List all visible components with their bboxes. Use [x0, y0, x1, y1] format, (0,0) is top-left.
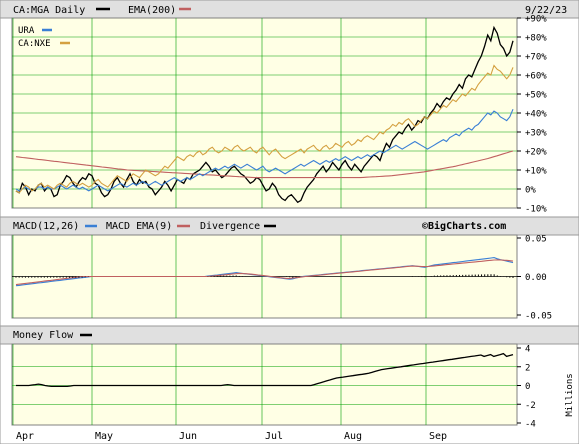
- x-tick-label: Sep: [429, 431, 447, 442]
- y-tick-label: 0.00: [525, 273, 547, 283]
- price-series: [15, 25, 514, 204]
- y-tick-label: +50%: [525, 91, 547, 101]
- x-tick-label: May: [95, 431, 113, 442]
- series-line-ura: [15, 108, 514, 192]
- price-grid: [12, 18, 517, 208]
- series-line-ema-200-: [15, 150, 514, 179]
- x-axis: Apr May Jun Jul Aug Sep: [16, 431, 447, 442]
- y-tick-label: +20%: [525, 148, 547, 158]
- price-panel-header: [0, 0, 579, 19]
- y-tick-label: -0.05: [525, 312, 552, 322]
- macd-y-axis: 0.05 0.00 -0.05: [517, 235, 552, 322]
- y-tick-label: -2: [525, 401, 536, 411]
- y-tick-label: -10%: [525, 205, 547, 215]
- branding: ©BigCharts.com: [422, 220, 506, 232]
- series-line-ca-nxe: [15, 64, 514, 194]
- money-flow-series: [16, 352, 514, 388]
- x-tick-label: Jul: [265, 431, 283, 442]
- divergence-label: Divergence: [200, 221, 260, 232]
- x-tick-label: Apr: [16, 431, 34, 442]
- y-tick-label: 0%: [525, 186, 536, 196]
- y-tick-label: -4: [525, 420, 536, 430]
- macd-series: [15, 257, 514, 287]
- series-line-ca-mga-daily: [15, 25, 514, 204]
- series-line-macd-ema-9-: [15, 259, 514, 286]
- series-line-money-flow: [16, 352, 514, 388]
- x-tick-label: Aug: [344, 431, 362, 442]
- ura-legend-label: URA: [18, 26, 35, 36]
- y-tick-label: +90%: [525, 15, 547, 25]
- macd-ema-label: MACD EMA(9): [106, 221, 172, 232]
- money-flow-y-axis: 4 2 0 -2 -4: [517, 345, 536, 430]
- money-flow-plot-area: [11, 343, 518, 426]
- symbol-label: CA:MGA Daily: [13, 5, 85, 16]
- y-tick-label: +80%: [525, 34, 547, 44]
- y-tick-label: 2: [525, 363, 530, 373]
- y-tick-label: 0: [525, 382, 530, 392]
- y-tick-label: +70%: [525, 53, 547, 63]
- y-tick-label: 4: [525, 345, 530, 355]
- y-tick-label: +60%: [525, 72, 547, 82]
- price-y-axis: +90% +80% +70% +60% +50% +40% +30% +20% +10% 0% -1…: [517, 15, 547, 215]
- money-flow-y-label: Millions: [565, 373, 575, 416]
- nxe-legend-label: CA:NXE: [18, 39, 51, 49]
- y-tick-label: +40%: [525, 110, 547, 120]
- date-label: 9/22/23: [525, 5, 567, 16]
- ema-label: EMA(200): [128, 5, 176, 16]
- y-tick-label: +10%: [525, 167, 547, 177]
- money-flow-label: Money Flow: [13, 330, 74, 341]
- x-tick-label: Jun: [179, 431, 197, 442]
- macd-label: MACD(12,26): [13, 221, 79, 232]
- y-tick-label: 0.05: [525, 235, 547, 245]
- y-tick-label: +30%: [525, 129, 547, 139]
